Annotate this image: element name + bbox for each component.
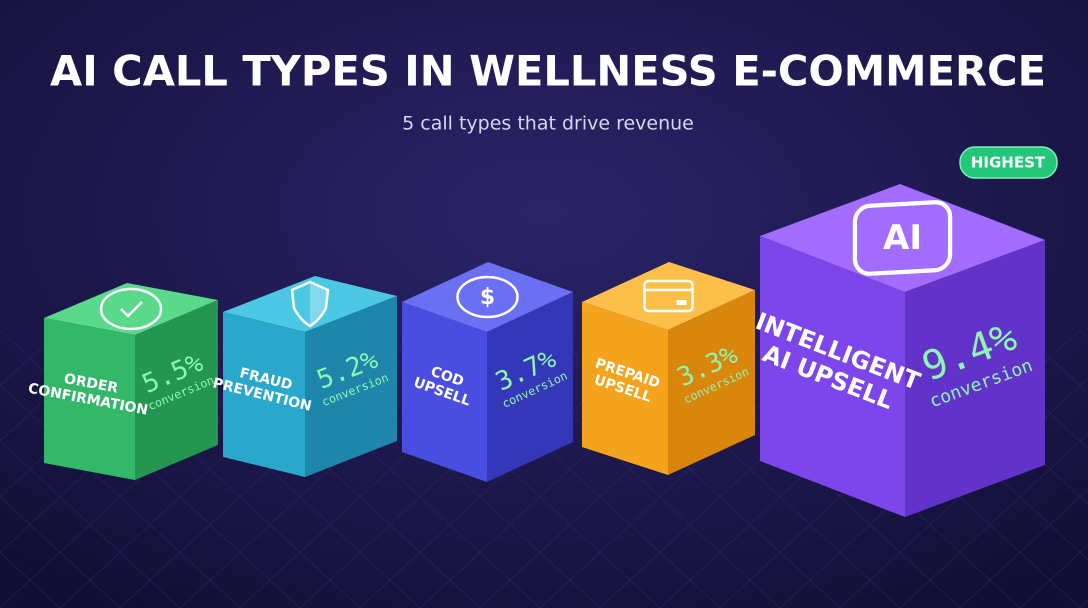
grid-line	[959, 488, 1088, 608]
icon-shield	[290, 280, 330, 328]
icon	[643, 279, 694, 313]
cube-top	[402, 262, 573, 332]
cube-right	[135, 300, 218, 480]
title: AI CALL TYPES IN WELLNESS E-COMMERCE	[50, 47, 1046, 96]
grid-line	[1019, 329, 1088, 394]
icon	[290, 280, 330, 328]
icon-card	[643, 279, 694, 313]
grid-line	[899, 433, 1088, 608]
grid-line	[1019, 544, 1088, 608]
icon-check	[120, 301, 143, 318]
grid-line	[0, 496, 121, 608]
icon-ai-box	[852, 200, 953, 276]
icon-circle	[456, 275, 519, 319]
cube-right	[487, 292, 573, 482]
cube-top	[223, 276, 397, 332]
cube-top	[760, 184, 1045, 292]
cube-right	[305, 296, 397, 477]
cube-top	[44, 283, 218, 335]
grid-line	[0, 329, 61, 387]
badge	[959, 146, 1058, 179]
icon-card-chip	[676, 300, 687, 305]
cube-top	[582, 262, 755, 330]
cube-left	[223, 312, 305, 477]
subtitle: 5 call types that drive revenue	[402, 113, 694, 135]
icon-ai-text: AI	[883, 218, 922, 258]
icon: $	[456, 275, 519, 319]
icon-circle	[99, 287, 163, 331]
cube-right	[668, 290, 755, 475]
icon-shield-half	[310, 282, 328, 326]
cube-right	[905, 240, 1045, 517]
icon	[99, 287, 163, 331]
cube-left	[44, 318, 135, 480]
icon-dollar: $	[480, 285, 495, 310]
cube-left	[760, 236, 905, 517]
cube-left	[402, 302, 487, 482]
grid-line	[0, 551, 61, 608]
cube-left	[582, 302, 668, 475]
icon: AI	[852, 200, 953, 276]
badge-text: HIGHEST	[971, 154, 1046, 172]
grid-line	[0, 440, 181, 608]
